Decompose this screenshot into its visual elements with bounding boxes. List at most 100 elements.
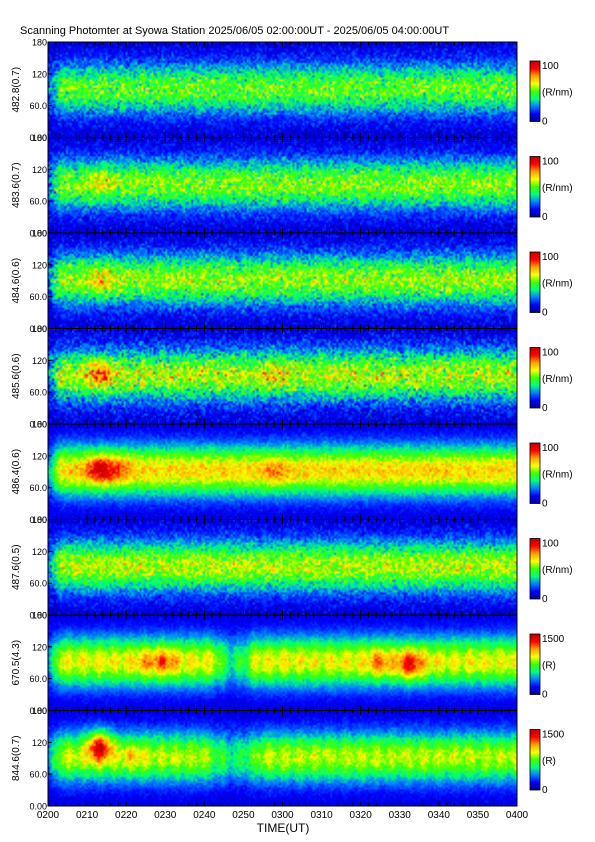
x-axis-label: TIME(UT) [257, 821, 310, 835]
x-tick-label: 0250 [232, 810, 255, 821]
panel-y-label: 484.6(0.6) [11, 258, 22, 304]
y-tick-label: 120 [32, 260, 47, 270]
x-tick-label: 0300 [271, 810, 294, 821]
colorbar-min-label: 0 [542, 212, 548, 223]
colorbar-unit-label: (R/nm) [542, 278, 573, 289]
x-tick-label: 0400 [506, 810, 529, 821]
y-tick-label: 60.0 [29, 483, 47, 493]
heatmap-image [48, 233, 517, 329]
colorbar [529, 60, 541, 122]
y-tick-label: 0.00 [29, 133, 47, 143]
colorbar [529, 251, 541, 313]
colorbar-unit-label: (R) [542, 660, 556, 671]
colorbar [529, 347, 541, 409]
colorbar-min-label: 0 [542, 594, 548, 605]
y-tick-label: 120 [32, 165, 47, 175]
colorbar [529, 538, 541, 600]
y-tick-label: 180 [32, 420, 47, 430]
y-tick-label: 180 [32, 324, 47, 334]
heatmap-image [48, 137, 517, 233]
y-tick-label: 0.00 [29, 324, 47, 334]
colorbar-min-label: 0 [542, 117, 548, 128]
colorbar-max-label: 100 [542, 348, 559, 359]
y-tick-label: 180 [32, 133, 47, 143]
colorbar-max-label: 1500 [542, 634, 565, 645]
x-tick-label: 0220 [115, 810, 138, 821]
x-tick-label: 0240 [193, 810, 216, 821]
x-tick-label: 0320 [350, 810, 373, 821]
panel-y-label: 485.6(0.6) [11, 353, 22, 399]
chart-title: Scanning Photomter at Syowa Station 2025… [20, 25, 450, 37]
y-tick-label: 120 [32, 738, 47, 748]
panel-y-label: 670.5(4.3) [11, 640, 22, 686]
y-tick-label: 120 [32, 547, 47, 557]
panel-7: 0.00 60.0 120 180 670.5(4.3) 1500 (R) 0 [11, 611, 565, 717]
y-tick-label: 60.0 [29, 388, 47, 398]
x-tick-label: 0200 [37, 810, 60, 821]
heatmap-image [48, 710, 517, 806]
colorbar-unit-label: (R/nm) [542, 374, 573, 385]
panel-3: 0.00 60.0 120 180 484.6(0.6) 100 (R/nm) 0 [11, 229, 573, 335]
colorbar-unit-label: (R/nm) [542, 565, 573, 576]
y-tick-label: 0.00 [29, 515, 47, 525]
colorbar-max-label: 100 [542, 443, 559, 454]
colorbar-max-label: 100 [542, 539, 559, 550]
heatmap-image [48, 424, 517, 520]
y-tick-label: 0.00 [29, 420, 47, 430]
y-tick-label: 120 [32, 69, 47, 79]
x-tick-label: 0340 [428, 810, 451, 821]
x-tick-label: 0330 [389, 810, 412, 821]
heatmap-image [48, 42, 517, 138]
y-tick-label: 0.00 [29, 229, 47, 239]
colorbar-unit-label: (R/nm) [542, 469, 573, 480]
y-tick-label: 60.0 [29, 770, 47, 780]
y-tick-label: 60.0 [29, 197, 47, 207]
panel-8: 0.00 60.0 120 180 844.6(0.7) 1500 (R) 0 [11, 706, 565, 812]
panel-4: 0.00 60.0 120 180 485.6(0.6) 100 (R/nm) 0 [11, 324, 573, 430]
colorbar-unit-label: (R/nm) [542, 87, 573, 98]
y-tick-label: 180 [32, 611, 47, 621]
colorbar-min-label: 0 [542, 499, 548, 510]
colorbar-unit-label: (R) [542, 756, 556, 767]
x-tick-label: 0230 [154, 810, 177, 821]
panel-6: 0.00 60.0 120 180 487.6(0.5) 100 (R/nm) 0 [11, 515, 573, 621]
colorbar [529, 156, 541, 218]
panel-y-label: 487.6(0.5) [11, 544, 22, 590]
x-tick-label: 0310 [310, 810, 333, 821]
colorbar-max-label: 100 [542, 157, 559, 168]
x-axis: 0200 0210 0220 0230 0240 0250 0300 0310 0320 0330… [37, 810, 529, 821]
heatmap-image [48, 519, 517, 615]
colorbar-max-label: 100 [542, 252, 559, 263]
panel-y-label: 483.6(0.7) [11, 162, 22, 208]
y-tick-label: 60.0 [29, 101, 47, 111]
y-tick-label: 120 [32, 451, 47, 461]
y-tick-label: 180 [32, 515, 47, 525]
colorbar-unit-label: (R/nm) [542, 183, 573, 194]
heatmap-image [48, 328, 517, 424]
y-tick-label: 0.00 [29, 802, 47, 812]
y-tick-label: 120 [32, 356, 47, 366]
y-tick-label: 180 [32, 229, 47, 239]
y-tick-label: 120 [32, 642, 47, 652]
y-tick-label: 180 [32, 38, 47, 48]
colorbar [529, 633, 541, 695]
panel-y-label: 482.8(0.7) [11, 67, 22, 113]
y-tick-label: 0.00 [29, 706, 47, 716]
colorbar-min-label: 0 [542, 785, 548, 796]
y-tick-label: 60.0 [29, 674, 47, 684]
panel-2: 0.00 60.0 120 180 483.6(0.7) 100 (R/nm) 0 [11, 133, 573, 239]
panels-group: 0.00 60.0 120 180 482.8(0.7) 100 (R/nm) 0 0.00 60… [11, 38, 573, 812]
colorbar-min-label: 0 [542, 690, 548, 701]
y-tick-label: 180 [32, 706, 47, 716]
x-tick-label: 0210 [76, 810, 99, 821]
panel-y-label: 844.6(0.7) [11, 735, 22, 781]
panel-1: 0.00 60.0 120 180 482.8(0.7) 100 (R/nm) 0 [11, 38, 573, 144]
panel-5: 0.00 60.0 120 180 486.4(0.6) 100 (R/nm) 0 [11, 420, 573, 526]
colorbar [529, 729, 541, 791]
heatmap-image [48, 615, 517, 711]
colorbar-max-label: 1500 [542, 730, 565, 741]
colorbar-max-label: 100 [542, 61, 559, 72]
x-tick-label: 0350 [467, 810, 490, 821]
y-tick-label: 60.0 [29, 579, 47, 589]
